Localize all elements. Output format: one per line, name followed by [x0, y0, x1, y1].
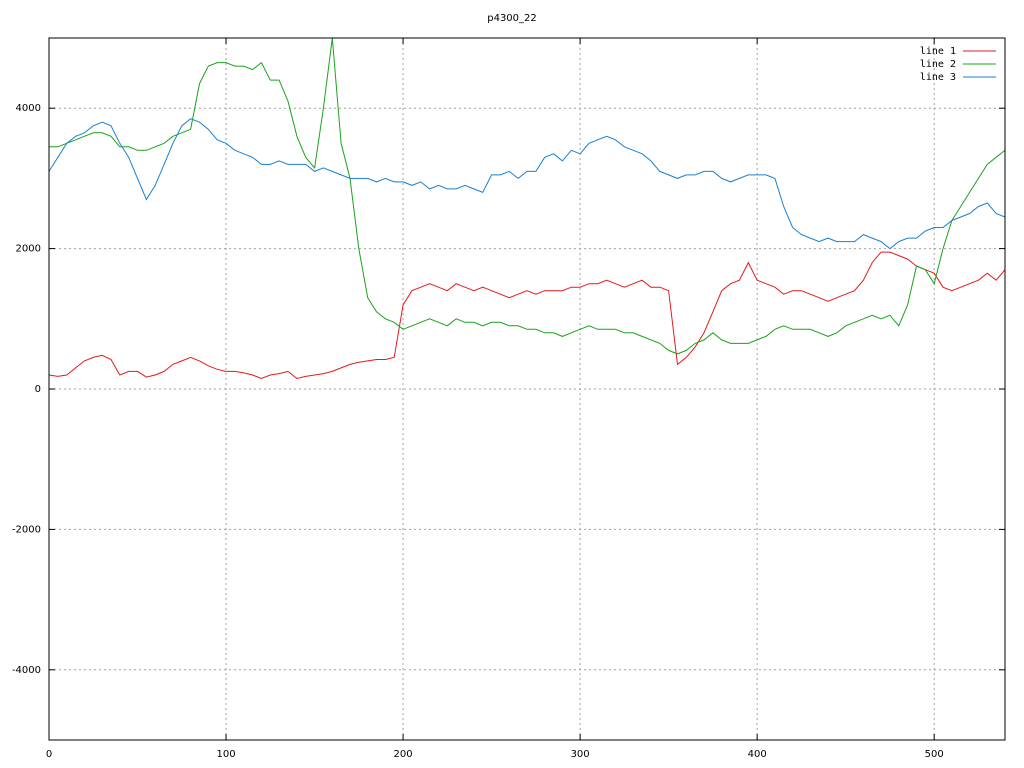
plot-frame [48, 37, 1006, 741]
legend-label: line 2 [920, 59, 956, 70]
legend-label: line 3 [920, 72, 956, 83]
x-tick-label: 400 [748, 749, 767, 760]
y-tick-label: 2000 [16, 244, 41, 255]
legend-label: line 1 [920, 46, 956, 57]
x-tick-label: 0 [46, 749, 52, 760]
series-line [49, 251, 1005, 380]
y-tick-label: 0 [35, 384, 41, 395]
grid [48, 38, 1005, 740]
y-tick-label: 4000 [16, 103, 41, 114]
x-tick-label: 300 [571, 749, 590, 760]
series-line [49, 118, 1005, 250]
legend: line 1 line 2 line 3 [920, 46, 996, 83]
y-tick-label: -2000 [12, 524, 41, 535]
y-tick-label: -4000 [12, 665, 41, 676]
x-tick-label: 100 [216, 749, 235, 760]
chart-title: p4300_22 [487, 13, 537, 24]
x-tick-label: 500 [925, 749, 944, 760]
series-line [49, 38, 1005, 355]
plot-lines [49, 38, 1005, 380]
x-tick-label: 200 [394, 749, 413, 760]
